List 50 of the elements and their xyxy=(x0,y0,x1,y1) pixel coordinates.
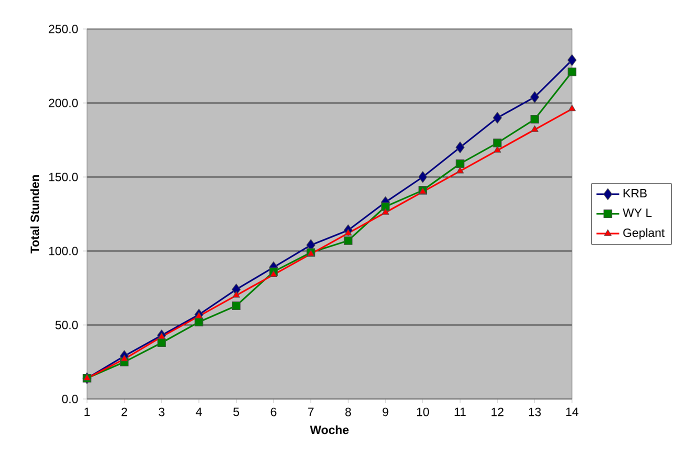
x-tick-label: 11 xyxy=(454,408,466,416)
point xyxy=(120,354,128,362)
x-tick-label: 13 xyxy=(528,408,541,416)
x-tick-label: 8 xyxy=(345,408,351,416)
point xyxy=(494,146,502,153)
x-tick-label: 3 xyxy=(158,408,164,416)
x-tick-label: 7 xyxy=(308,408,314,416)
legend-label: KRB xyxy=(624,189,647,198)
y-tick-label: 200.0 xyxy=(48,98,78,108)
legend-label: Geplant xyxy=(623,228,665,240)
x-tick-label: 5 xyxy=(233,408,240,416)
x-tick-label: 1 xyxy=(84,408,90,416)
point xyxy=(382,208,390,215)
point xyxy=(568,68,576,76)
x-axis-title: Woche xyxy=(310,425,349,434)
x-tick-label: 2 xyxy=(122,408,128,416)
point xyxy=(492,112,502,124)
point xyxy=(493,138,502,148)
point xyxy=(232,301,241,310)
legend-label: WY L xyxy=(622,208,652,217)
x-tick-label: 9 xyxy=(382,408,388,416)
point xyxy=(195,312,203,318)
point xyxy=(158,332,166,340)
point xyxy=(418,171,428,183)
x-tick-label: 4 xyxy=(196,408,202,416)
point xyxy=(270,270,278,277)
y-tick-label: 100.0 xyxy=(49,246,78,256)
point xyxy=(456,166,464,174)
x-tick-label: 6 xyxy=(270,408,276,416)
y-tick-label: 250.0 xyxy=(48,24,78,34)
x-tick-label: 10 xyxy=(417,408,429,416)
point xyxy=(568,104,576,112)
y-axis-title: Total Stunden xyxy=(30,175,40,254)
x-tick-label: 14 xyxy=(566,408,578,416)
point xyxy=(456,159,464,168)
point xyxy=(157,338,166,348)
x-tick-label: 12 xyxy=(492,408,504,416)
point xyxy=(194,318,204,326)
point xyxy=(456,142,465,154)
point xyxy=(530,91,540,103)
point xyxy=(568,54,576,66)
y-tick-label: 50.0 xyxy=(55,320,78,330)
point xyxy=(344,228,352,236)
y-tick-label: 0.0 xyxy=(62,394,78,404)
point xyxy=(530,125,538,132)
y-tick-label: 150.0 xyxy=(49,172,78,182)
point xyxy=(381,202,390,211)
point xyxy=(232,291,240,298)
point xyxy=(344,236,352,245)
point xyxy=(530,115,539,124)
